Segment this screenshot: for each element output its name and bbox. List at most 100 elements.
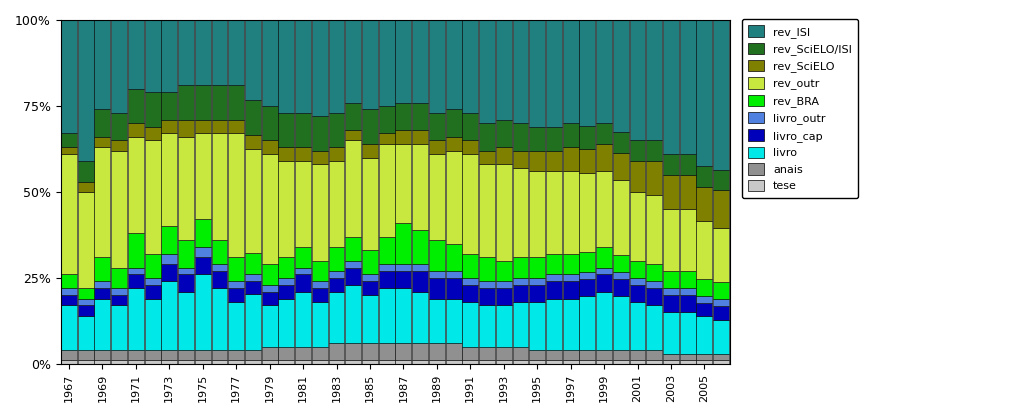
Bar	[296, 113, 311, 147]
Bar	[194, 120, 211, 133]
Bar	[194, 247, 211, 257]
Bar	[629, 302, 646, 350]
Bar	[61, 350, 77, 360]
Bar	[78, 192, 94, 288]
Bar	[212, 20, 227, 85]
Bar	[546, 171, 562, 254]
Bar	[228, 350, 244, 360]
Bar	[212, 120, 227, 133]
Bar	[379, 360, 395, 364]
Bar	[112, 295, 127, 305]
Bar	[328, 278, 345, 291]
Bar	[579, 20, 595, 126]
Bar	[613, 180, 629, 255]
Bar	[178, 291, 194, 350]
Bar	[462, 254, 479, 278]
Bar	[529, 20, 545, 127]
Bar	[228, 85, 244, 120]
Bar	[479, 305, 495, 347]
Bar	[529, 257, 545, 278]
Bar	[446, 20, 461, 109]
Bar	[61, 133, 77, 147]
Bar	[546, 20, 562, 127]
Bar	[663, 271, 679, 288]
Bar	[513, 168, 529, 257]
Bar	[697, 296, 712, 303]
Bar	[462, 302, 479, 347]
Bar	[629, 285, 646, 302]
Bar	[328, 20, 345, 113]
Bar	[162, 254, 177, 264]
Bar	[128, 89, 144, 123]
Bar	[663, 288, 679, 295]
Bar	[346, 268, 361, 285]
Bar	[78, 288, 94, 299]
Bar	[262, 106, 277, 141]
Bar	[496, 305, 512, 347]
Bar	[128, 350, 144, 360]
Bar	[278, 20, 295, 113]
Bar	[244, 148, 261, 253]
Bar	[212, 271, 227, 288]
Bar	[629, 261, 646, 278]
Bar	[496, 20, 512, 120]
Bar	[679, 360, 696, 364]
Bar	[144, 20, 161, 92]
Bar	[446, 360, 461, 364]
Bar	[579, 272, 595, 279]
Bar	[262, 154, 277, 264]
Bar	[629, 161, 646, 192]
Bar	[679, 175, 696, 209]
Bar	[178, 120, 194, 137]
Bar	[679, 312, 696, 354]
Bar	[697, 316, 712, 354]
Bar	[346, 20, 361, 103]
Bar	[61, 295, 77, 305]
Bar	[613, 279, 629, 296]
Bar	[563, 281, 579, 299]
Bar	[462, 20, 479, 113]
Bar	[713, 228, 729, 282]
Bar	[278, 285, 295, 299]
Bar	[647, 350, 662, 360]
Bar	[162, 120, 177, 133]
Bar	[278, 299, 295, 347]
Bar	[579, 149, 595, 173]
Bar	[679, 354, 696, 360]
Bar	[61, 288, 77, 295]
Bar	[144, 92, 161, 127]
Bar	[697, 303, 712, 316]
Bar	[462, 347, 479, 360]
Bar	[128, 274, 144, 288]
Bar	[579, 126, 595, 149]
Bar	[346, 130, 361, 141]
Bar	[396, 144, 411, 223]
Bar	[596, 291, 612, 350]
Bar	[396, 130, 411, 144]
Bar	[262, 285, 277, 291]
Bar	[429, 154, 445, 240]
Bar	[244, 360, 261, 364]
Bar	[346, 343, 361, 360]
Bar	[563, 299, 579, 350]
Bar	[563, 274, 579, 281]
Bar	[278, 257, 295, 278]
Bar	[228, 257, 244, 281]
Bar	[296, 247, 311, 268]
Bar	[144, 254, 161, 278]
Bar	[94, 288, 110, 299]
Bar	[312, 347, 327, 360]
Bar	[647, 264, 662, 281]
Bar	[178, 350, 194, 360]
Bar	[429, 343, 445, 360]
Bar	[663, 154, 679, 175]
Bar	[194, 219, 211, 247]
Bar	[713, 354, 729, 361]
Bar	[278, 278, 295, 285]
Bar	[144, 141, 161, 254]
Bar	[328, 343, 345, 360]
Bar	[78, 20, 94, 161]
Bar	[128, 288, 144, 350]
Bar	[244, 135, 261, 148]
Bar	[94, 350, 110, 360]
